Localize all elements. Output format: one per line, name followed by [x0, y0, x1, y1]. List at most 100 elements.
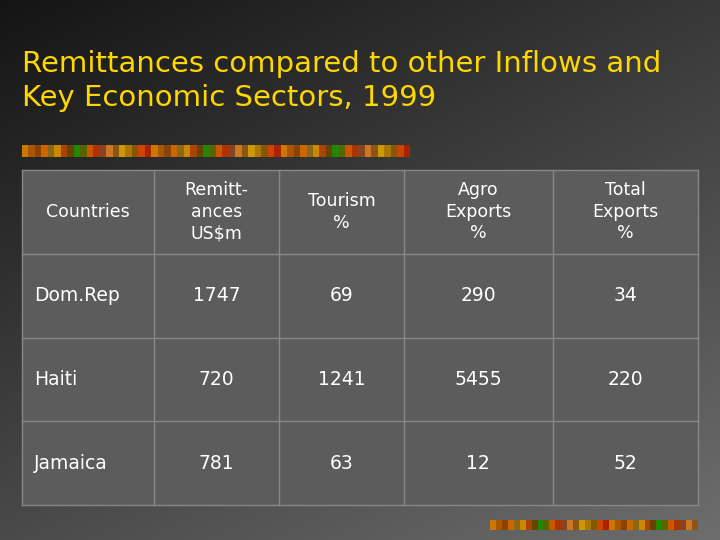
Bar [67, 145, 73, 157]
Text: 1241: 1241 [318, 370, 365, 389]
Bar [633, 520, 639, 530]
Bar [597, 520, 603, 530]
Bar [307, 145, 313, 157]
Bar [255, 145, 261, 157]
Text: 5455: 5455 [454, 370, 502, 389]
Bar [502, 520, 508, 530]
Bar [378, 145, 384, 157]
Text: 1747: 1747 [192, 286, 240, 305]
Bar [73, 145, 80, 157]
Bar [22, 145, 29, 157]
Bar [229, 145, 235, 157]
Text: 69: 69 [330, 286, 354, 305]
Bar [403, 145, 410, 157]
Text: 781: 781 [199, 454, 234, 472]
Bar [320, 145, 326, 157]
Bar [35, 145, 42, 157]
Bar [112, 145, 119, 157]
Bar [372, 145, 378, 157]
Bar [235, 145, 242, 157]
Bar [190, 145, 197, 157]
Bar [579, 520, 585, 530]
Bar [60, 145, 67, 157]
Bar [346, 145, 352, 157]
Text: Remitt-
ances
US$m: Remitt- ances US$m [184, 181, 248, 242]
Bar [391, 145, 397, 157]
Bar [216, 145, 222, 157]
Bar [119, 145, 125, 157]
Text: Remittances compared to other Inflows and
Key Economic Sectors, 1999: Remittances compared to other Inflows an… [22, 50, 661, 111]
Bar [520, 520, 526, 530]
Text: 720: 720 [199, 370, 234, 389]
Bar [210, 145, 216, 157]
Text: Total
Exports
%: Total Exports % [593, 181, 659, 242]
Bar [339, 145, 346, 157]
Bar [686, 520, 692, 530]
Bar [203, 145, 210, 157]
Bar [538, 520, 544, 530]
Bar [86, 145, 93, 157]
Bar [615, 520, 621, 530]
Text: Haiti: Haiti [34, 370, 77, 389]
Text: Agro
Exports
%: Agro Exports % [445, 181, 511, 242]
Bar [248, 145, 255, 157]
Bar [22, 170, 698, 505]
Bar [544, 520, 549, 530]
Bar [138, 145, 145, 157]
Bar [692, 520, 698, 530]
Bar [490, 520, 496, 530]
Bar [54, 145, 60, 157]
Text: 220: 220 [608, 370, 643, 389]
Bar [261, 145, 268, 157]
Bar [184, 145, 190, 157]
Text: Jamaica: Jamaica [34, 454, 108, 472]
Bar [359, 145, 365, 157]
Bar [549, 520, 555, 530]
Bar [639, 520, 644, 530]
Bar [42, 145, 48, 157]
Bar [514, 520, 520, 530]
Bar [333, 145, 339, 157]
Bar [508, 520, 514, 530]
Bar [326, 145, 333, 157]
Bar [562, 520, 567, 530]
Bar [526, 520, 531, 530]
Bar [555, 520, 562, 530]
Bar [621, 520, 626, 530]
Text: 12: 12 [467, 454, 490, 472]
Bar [29, 145, 35, 157]
Bar [365, 145, 372, 157]
Bar [145, 145, 151, 157]
Bar [171, 145, 177, 157]
Bar [668, 520, 674, 530]
Bar [242, 145, 248, 157]
Bar [384, 145, 390, 157]
Bar [585, 520, 591, 530]
Bar [626, 520, 633, 530]
Bar [573, 520, 579, 530]
Bar [496, 520, 502, 530]
Bar [106, 145, 112, 157]
Bar [48, 145, 54, 157]
Bar [197, 145, 203, 157]
Bar [294, 145, 300, 157]
Text: 290: 290 [461, 286, 496, 305]
Bar [657, 520, 662, 530]
Bar [352, 145, 359, 157]
Bar [674, 520, 680, 530]
Bar [158, 145, 164, 157]
Text: 63: 63 [330, 454, 354, 472]
Bar [680, 520, 686, 530]
Bar [397, 145, 403, 157]
Text: 52: 52 [613, 454, 637, 472]
Bar [274, 145, 281, 157]
Text: Tourism
%: Tourism % [307, 192, 375, 232]
Bar [151, 145, 158, 157]
Bar [662, 520, 668, 530]
Bar [177, 145, 184, 157]
Bar [281, 145, 287, 157]
Bar [164, 145, 171, 157]
Bar [531, 520, 538, 530]
Bar [93, 145, 99, 157]
Bar [300, 145, 307, 157]
